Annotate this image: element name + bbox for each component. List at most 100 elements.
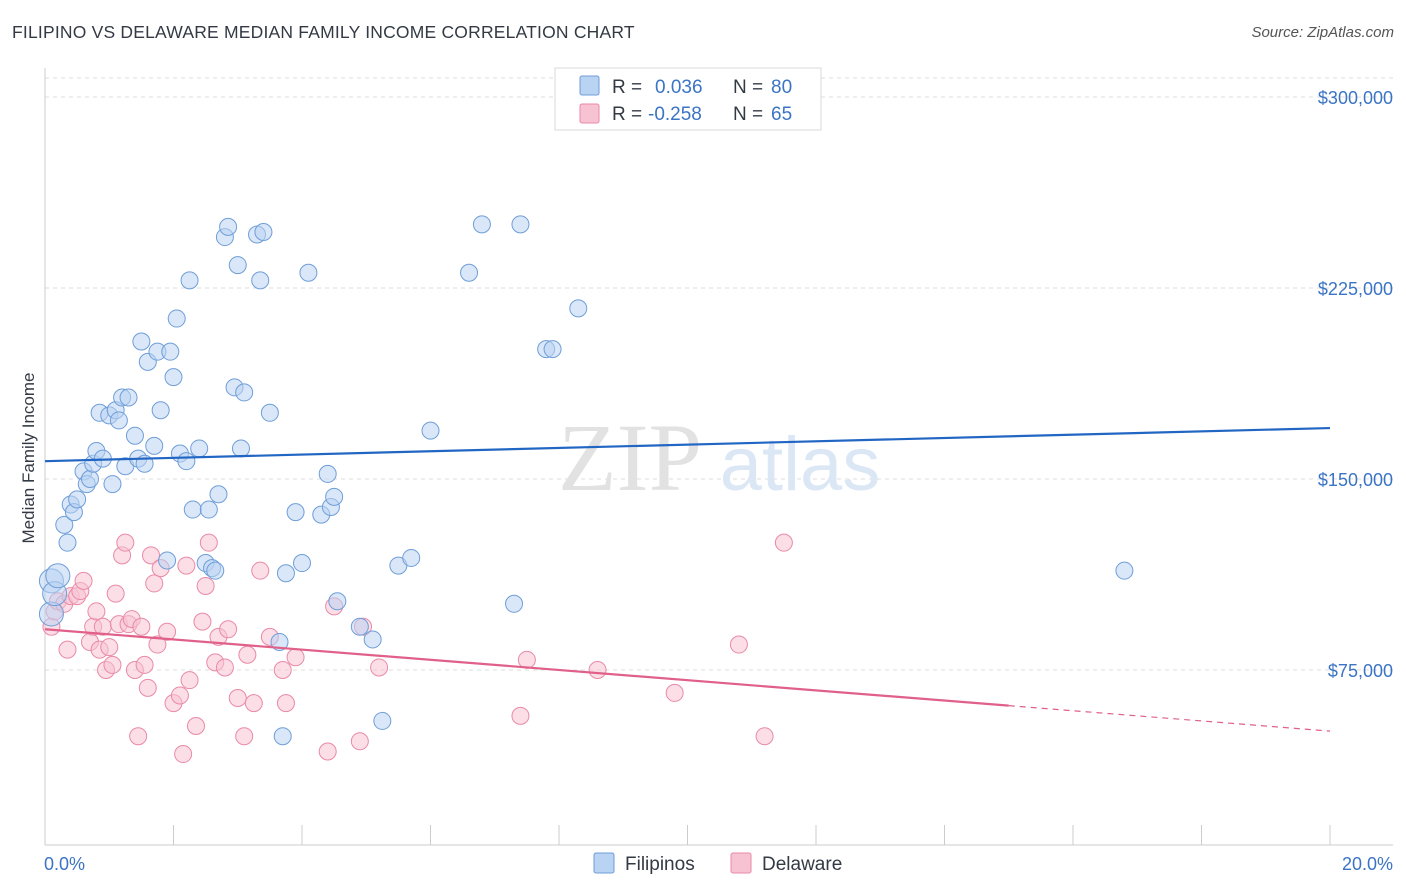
gridlines — [45, 77, 1393, 671]
delaware-point — [215, 658, 234, 677]
filipinos-point — [167, 309, 186, 328]
legend-r-label-filipinos: R = — [612, 77, 642, 98]
delaware-point — [196, 576, 215, 595]
filipinos-point — [68, 490, 87, 509]
legend-swatch-delaware — [579, 103, 600, 124]
filipinos-point — [318, 464, 337, 483]
delaware-point — [729, 635, 748, 654]
delaware-point — [103, 655, 122, 674]
bottom-legend-swatch-filipinos — [593, 852, 615, 874]
delaware-points — [42, 533, 793, 764]
filipinos-point — [505, 594, 524, 613]
chart-title: FILIPINO VS DELAWARE MEDIAN FAMILY INCOM… — [12, 22, 635, 42]
delaware-point — [350, 732, 369, 751]
filipinos-point — [543, 340, 562, 359]
filipinos-point — [80, 470, 99, 488]
filipinos-point — [125, 426, 144, 445]
delaware-point — [135, 655, 154, 674]
delaware-point — [174, 745, 193, 764]
delaware-point — [145, 574, 164, 593]
delaware-point — [318, 742, 337, 761]
watermark-atlas: atlas — [720, 422, 881, 507]
delaware-point — [177, 556, 196, 575]
delaware-point — [199, 533, 218, 552]
bottom-legend-swatch-delaware — [730, 852, 752, 874]
filipinos-point — [151, 401, 170, 420]
filipinos-point — [472, 215, 491, 234]
delaware-trend-extension — [1008, 705, 1331, 732]
y-tick-label-3: $300,000 — [1318, 88, 1393, 108]
axes — [44, 68, 1393, 846]
x-tick-label-end: 20.0% — [1342, 854, 1393, 874]
filipinos-trend-line — [44, 426, 1331, 463]
delaware-point — [755, 727, 774, 746]
bottom-legend-label-filipinos: Filipinos — [625, 854, 695, 875]
legend-r-label-delaware: R = — [612, 104, 642, 125]
filipinos-point — [235, 383, 254, 402]
delaware-point — [100, 638, 119, 657]
bottom-legend-label-delaware: Delaware — [762, 854, 842, 875]
delaware-point — [588, 661, 607, 679]
filipinos-point — [183, 500, 202, 519]
y-axis-title: Median Family Income — [19, 372, 38, 543]
legend-r-value-delaware: -0.258 — [648, 104, 702, 125]
delaware-point — [138, 678, 157, 697]
filipinos-point — [293, 554, 311, 573]
delaware-point — [106, 584, 125, 603]
legend-n-value-filipinos: 80 — [771, 77, 792, 98]
delaware-point — [235, 727, 254, 746]
delaware-point — [228, 689, 247, 708]
delaware-point — [251, 561, 270, 580]
filipinos-point — [421, 421, 440, 440]
delaware-point — [370, 658, 389, 677]
delaware-point — [286, 648, 305, 667]
filipinos-point — [328, 592, 347, 611]
filipinos-point — [103, 475, 122, 494]
filipinos-point — [209, 485, 228, 504]
legend-n-value-delaware: 65 — [771, 104, 792, 125]
delaware-point — [132, 617, 151, 636]
filipinos-point — [460, 263, 479, 282]
x-tick-label-start: 0.0% — [44, 854, 85, 874]
delaware-point — [116, 533, 135, 552]
filipinos-point — [180, 271, 199, 290]
y-tick-labels: $75,000 $150,000 $225,000 $300,000 — [1318, 88, 1393, 681]
delaware-point — [170, 686, 189, 705]
delaware-point — [142, 546, 161, 565]
filipinos-point — [58, 533, 77, 552]
delaware-point — [87, 602, 106, 621]
filipinos-point — [109, 411, 128, 430]
filipinos-point — [286, 503, 305, 522]
filipinos-point — [251, 271, 270, 290]
delaware-point — [148, 635, 167, 654]
delaware-point — [129, 727, 148, 746]
legend-swatch-filipinos — [579, 75, 600, 96]
filipinos-point — [164, 368, 183, 387]
filipinos-point — [177, 452, 196, 471]
filipinos-point — [190, 439, 209, 458]
filipinos-point — [260, 403, 279, 422]
delaware-point — [180, 671, 199, 690]
filipinos-points — [38, 215, 1134, 746]
delaware-point — [58, 640, 77, 659]
y-tick-label-0: $75,000 — [1328, 661, 1393, 681]
bottom-legend: Filipinos Delaware — [593, 852, 842, 875]
delaware-point — [219, 620, 238, 639]
filipinos-point — [231, 439, 250, 458]
delaware-point — [238, 645, 257, 664]
filipinos-point — [199, 500, 218, 519]
source-label: Source: ZipAtlas.com — [1251, 24, 1394, 41]
filipinos-point — [206, 561, 225, 580]
filipinos-point — [299, 263, 318, 282]
filipinos-point — [363, 630, 382, 649]
filipinos-point — [228, 256, 247, 275]
filipinos-point — [45, 563, 71, 589]
filipinos-point — [119, 388, 138, 407]
filipinos-point — [373, 711, 392, 730]
y-tick-label-2: $225,000 — [1318, 279, 1393, 299]
filipinos-point — [402, 548, 421, 567]
filipinos-point — [276, 564, 295, 583]
filipinos-point — [145, 436, 164, 455]
delaware-point — [774, 533, 793, 552]
